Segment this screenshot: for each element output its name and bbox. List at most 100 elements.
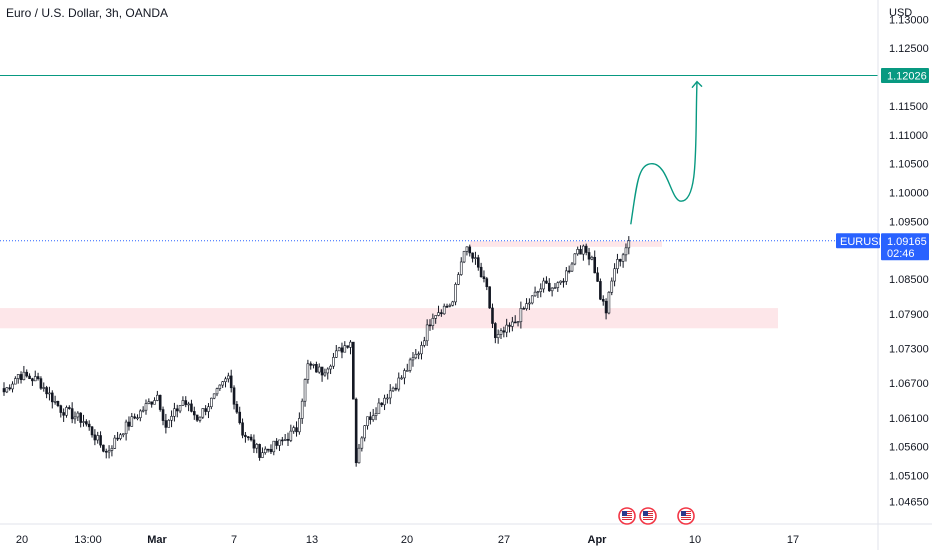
candle-body (440, 312, 443, 315)
candle (542, 277, 545, 293)
candle (298, 412, 301, 435)
demand-zone[interactable] (0, 308, 778, 329)
symbol-tag[interactable]: EURUSD (836, 233, 887, 249)
candle (457, 272, 460, 286)
candles-layer (2, 236, 631, 467)
candle (5, 387, 9, 394)
candle-body (281, 439, 284, 442)
candle-body (164, 420, 168, 428)
candle (161, 406, 165, 426)
time-tick-label: 20 (16, 534, 28, 546)
candle (329, 364, 332, 375)
candle-body (499, 330, 503, 335)
candle-body (346, 345, 349, 348)
flag-canton (681, 511, 686, 516)
candle-body (224, 378, 227, 383)
candle-body (70, 408, 74, 420)
candle (502, 326, 506, 338)
price-tick-label: 1.04650 (889, 497, 929, 509)
candle-body (590, 256, 594, 260)
candle (377, 398, 381, 414)
time-tick-label: 27 (498, 534, 510, 546)
candle-body (513, 321, 517, 324)
candle (621, 252, 625, 268)
candle-body (121, 433, 125, 436)
candle (289, 424, 293, 443)
candle-body (212, 393, 216, 399)
candle-body (516, 321, 520, 324)
candle (408, 357, 412, 373)
candle-body (31, 378, 34, 382)
candle-body (141, 409, 145, 412)
candle-body (110, 448, 114, 451)
price-tick-label: 1.05600 (889, 442, 929, 454)
candle (488, 286, 491, 309)
candle (371, 408, 375, 422)
us-flag-event-3[interactable] (677, 507, 695, 525)
candle (491, 303, 494, 329)
candle-body (306, 363, 310, 380)
candle (454, 282, 457, 306)
candle (269, 444, 273, 455)
candle (33, 370, 37, 382)
candle (337, 346, 341, 352)
candle-body (73, 416, 77, 420)
candle-body (411, 357, 415, 361)
candle-body (596, 272, 599, 282)
candle-body (334, 350, 338, 358)
resistance-zone[interactable] (470, 241, 662, 247)
candle (505, 318, 508, 338)
candle (170, 410, 173, 428)
candle-body (391, 387, 395, 392)
candle (14, 376, 17, 385)
candle-body (275, 440, 278, 446)
candle (559, 280, 562, 285)
candle (576, 246, 579, 256)
candle (19, 371, 23, 384)
candle (459, 257, 463, 276)
last-price-tag[interactable]: 1.09165 02:46 (881, 233, 929, 261)
candle (584, 243, 588, 256)
candle-body (343, 345, 347, 353)
candle (346, 345, 349, 349)
candle-body (19, 374, 23, 381)
candle-body (337, 347, 341, 352)
candle-body (107, 450, 111, 453)
candle-body (39, 378, 43, 389)
candle-body (187, 403, 190, 406)
candle-body (201, 408, 205, 418)
candle (391, 386, 395, 393)
candle-body (153, 400, 156, 405)
candle (62, 408, 65, 422)
candle (190, 399, 193, 413)
candle (249, 434, 253, 442)
candle (121, 433, 125, 438)
projection-arrowhead (691, 80, 703, 89)
candle (593, 250, 597, 274)
event-markers[interactable] (618, 507, 695, 525)
flag-stripe (622, 517, 632, 518)
candle (76, 411, 80, 422)
candle (144, 399, 148, 415)
candle-body (599, 281, 602, 300)
candle (428, 319, 432, 331)
candle-body (124, 421, 128, 435)
target-price-tag[interactable]: 1.12026 (881, 68, 929, 84)
candle-body (181, 400, 185, 406)
candle (11, 381, 14, 393)
candle (587, 247, 591, 266)
candle (420, 341, 423, 360)
us-flag-event-1[interactable] (618, 507, 636, 525)
time-tick-label: Apr (588, 534, 608, 546)
candle (292, 425, 295, 434)
time-axis[interactable]: 20 13:00 Mar 7 13 20 27 Apr 10 17 (16, 534, 799, 546)
candle (192, 406, 196, 420)
candle (50, 390, 54, 409)
us-flag-event-2[interactable] (639, 507, 657, 525)
candle-body (252, 439, 256, 449)
candle (113, 435, 117, 449)
candle (181, 396, 185, 406)
candle (343, 341, 347, 353)
